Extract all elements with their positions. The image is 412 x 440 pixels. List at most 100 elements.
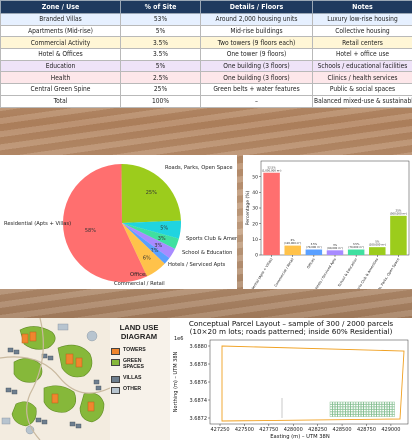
parcel (366, 401, 369, 405)
parcel-grid (329, 401, 395, 417)
parcel (387, 404, 390, 407)
table-cell-details: Mid-rise buildings (200, 24, 313, 38)
parcel (368, 414, 372, 417)
parcel (366, 414, 369, 417)
bar (305, 249, 323, 255)
parcel (342, 406, 346, 410)
parcel (374, 406, 377, 410)
parcel (374, 404, 377, 407)
x-tick-label: Roads, Parks, Open Space (373, 257, 400, 289)
y-tick-label: 3.6878 (190, 362, 208, 368)
parcel (392, 414, 395, 417)
table-cell-notes: Balanced mixed-use & sustainable design (312, 94, 412, 108)
parcel (363, 406, 367, 410)
pie-slice-label: Commercial / Retail (114, 281, 165, 287)
pie-chart-card: 58% Residential (Apts + Villas) 25% Roads, … (0, 155, 249, 289)
parcel (371, 411, 374, 415)
parcel (368, 409, 372, 412)
bar-value-label: 25% (500,000 m²) (390, 208, 407, 215)
parcel (384, 404, 387, 407)
x-tick-label: 427500 (235, 427, 254, 433)
pie-slice (122, 220, 181, 239)
bar-plot-area (260, 160, 410, 256)
parcel (389, 401, 393, 405)
parcel (387, 401, 390, 405)
parcel (381, 404, 385, 407)
parcel (374, 414, 377, 417)
parcel (337, 411, 341, 415)
pie-slice-label: Roads, Parks, Open Space (165, 165, 233, 171)
parcel (355, 406, 359, 410)
parcel-y-offset: 1e6 (174, 336, 183, 342)
pie-slice-label: Sports Club & Amenities (186, 236, 237, 242)
parcel (353, 404, 356, 407)
parcel-subtitle: (10×20 m lots; roads patterned; inside 6… (190, 327, 393, 336)
pie-slice (122, 223, 179, 249)
parcel (350, 406, 354, 410)
parcel (384, 409, 387, 412)
y-tick-label: 3.6876 (190, 380, 208, 386)
parcel (329, 409, 333, 412)
pie-chart: 58% Residential (Apts + Villas) 25% Roads, … (4, 163, 249, 287)
x-tick-label: Offices (306, 257, 316, 269)
parcel (355, 414, 359, 417)
parcel (384, 401, 387, 405)
parcel (353, 409, 356, 412)
pie-slice-pct-label: 3% (154, 243, 162, 249)
parcel (366, 409, 369, 412)
parcel (374, 411, 377, 415)
parcel (361, 401, 364, 405)
parcel (379, 406, 382, 410)
parcel (363, 401, 367, 405)
pie-slice-label: Residential (Apts + Villas) (4, 221, 71, 227)
table-cell-pct: 3.5% (120, 48, 201, 61)
parcel (387, 411, 390, 415)
pie-slice-pct-label: 5% (160, 226, 168, 232)
table-cell-notes: Collective housing (312, 24, 412, 38)
parcel-plot-area (209, 339, 409, 425)
x-tick-label: 427750 (259, 427, 278, 433)
table-cell-pct: 3.5% (120, 36, 201, 50)
header-notes: Notes (312, 0, 412, 14)
parcel (381, 406, 385, 410)
pie-slice-label: Hotels / Serviced Apts (168, 262, 225, 268)
parcel (361, 409, 364, 412)
parcel (335, 406, 338, 410)
parcel-x-label: Easting (m) – UTM 38N (270, 434, 330, 440)
parcel (392, 406, 395, 410)
table-row: Commercial Activity 3.5% Two towers (9 flo… (0, 36, 412, 50)
parcel (381, 414, 385, 417)
pie-slice-pct-label: 2% (151, 248, 159, 254)
pie-slice (122, 223, 170, 264)
x-tick-label: Residential (Apts + Villas) (247, 257, 274, 289)
parcel (389, 409, 393, 412)
header-details: Details / Floors (200, 0, 313, 14)
table-cell-zone: Education (0, 59, 121, 73)
table-cell-pct: 100% (120, 94, 201, 108)
parcel-layout-chart: Conceptual Parcel Layout – sample of 300… (173, 319, 409, 440)
parcel (392, 411, 395, 415)
parcel (329, 406, 333, 410)
table-cell-pct: 53% (120, 13, 201, 26)
parcel (384, 411, 387, 415)
pie-slice-pct-label: 58% (85, 228, 96, 234)
table-row: Total 100% – Balanced mixed-use & sustainab… (0, 94, 412, 108)
table-row: Branded Villas 53% Around 2,000 housing un… (0, 13, 412, 26)
parcel (348, 401, 351, 405)
parcel (379, 414, 382, 417)
parcel (384, 414, 387, 417)
parcel (358, 404, 361, 407)
legend-label: VILLAS (123, 375, 142, 381)
parcel (379, 404, 382, 407)
table-cell-zone: Central Green Spine (0, 83, 121, 96)
x-tick-label: 427250 (210, 427, 229, 433)
parcel (340, 411, 343, 415)
parcel (355, 411, 359, 415)
table-cell-zone: Hotel & Offices (0, 48, 121, 61)
table-cell-details: One building (3 floors) (200, 59, 313, 73)
parcel (384, 406, 387, 410)
parcel (332, 401, 335, 405)
pie-slice-pct-label: 25% (146, 190, 157, 196)
table-cell-notes: Schools / educational facilities (312, 59, 412, 73)
parcel (389, 414, 393, 417)
